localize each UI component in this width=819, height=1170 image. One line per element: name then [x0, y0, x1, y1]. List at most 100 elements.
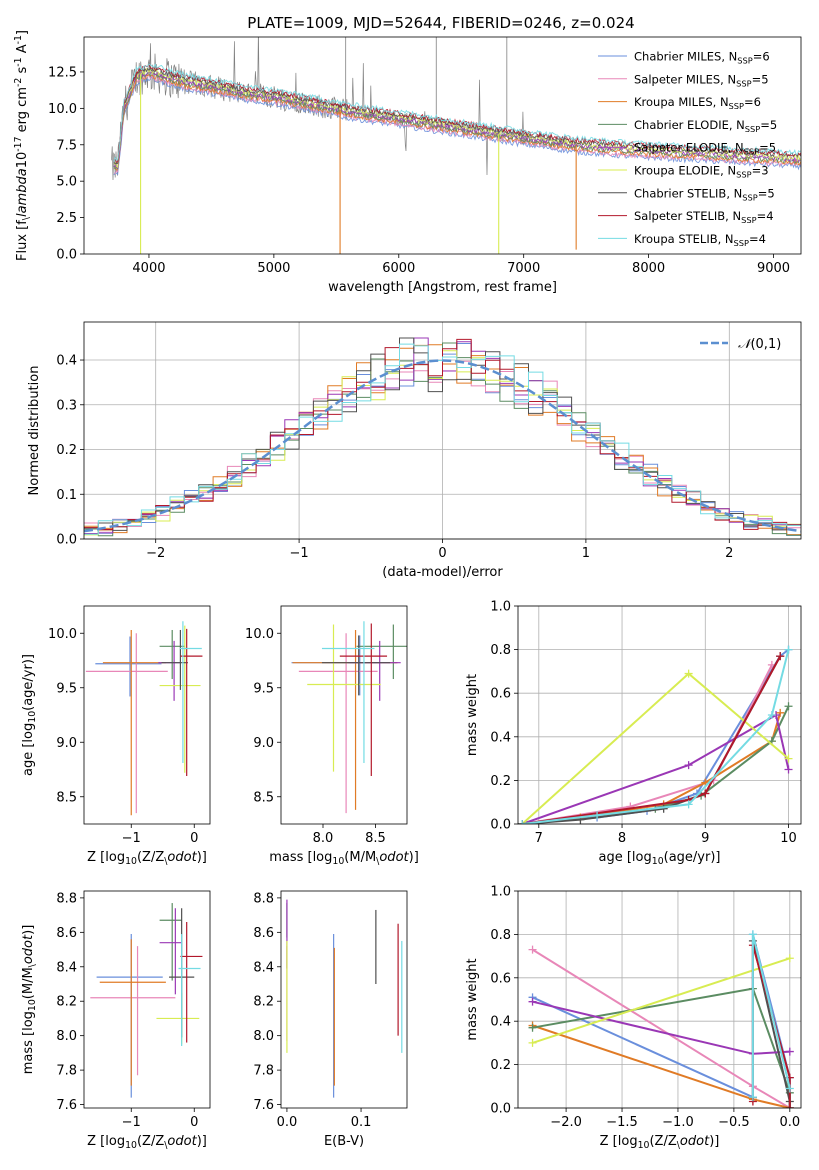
y-tick-label: 7.6	[253, 1098, 274, 1113]
x-axis-label: E(B-V)	[324, 1134, 364, 1149]
y-tick-label: 7.6	[56, 1098, 77, 1113]
weight-marker	[785, 1047, 794, 1056]
legend-label-3: Chabrier ELODIE, NSSP​=5	[634, 118, 777, 134]
model-spectrum-2	[113, 73, 801, 172]
weight-line-4	[532, 1000, 790, 1055]
legend-label-8: Kroupa STELIB, NSSP​=4	[634, 232, 766, 248]
weight-marker	[776, 708, 785, 717]
y-tick-label: 5.0	[56, 175, 77, 190]
x-tick-label: −1	[122, 1115, 141, 1130]
y-tick-label: 2.5	[56, 211, 77, 226]
y-tick-label: 0.8	[490, 643, 511, 658]
weight-marker	[784, 754, 793, 763]
x-tick-label: −1.0	[662, 1115, 694, 1130]
y-tick-label: 0.2	[490, 774, 511, 789]
weight-line-4	[521, 713, 790, 824]
weight-line-5	[532, 957, 791, 1044]
y-tick-label: 0.6	[490, 971, 511, 986]
x-tick-label: 2	[725, 546, 733, 561]
y-tick-label: 8.2	[56, 995, 77, 1010]
axes-frame	[83, 321, 802, 540]
plot-area	[85, 621, 203, 816]
y-tick-label: 0.4	[490, 730, 511, 745]
axes-frame	[517, 605, 802, 825]
weight-marker	[785, 1104, 794, 1108]
x-axis-label: Z [log10​(Z/Z\​odot)]	[87, 1134, 207, 1151]
x-tick-label: 10	[780, 831, 797, 846]
weight-line-8	[751, 934, 791, 1098]
model-spectrum-8	[113, 63, 801, 162]
x-tick-label: −0.5	[718, 1115, 750, 1130]
legend-label-5: Kroupa ELODIE, NSSP​=3	[634, 164, 769, 180]
axes-frame	[280, 605, 408, 825]
histogram-8	[84, 343, 801, 535]
axes-frame	[517, 890, 802, 1109]
weight-line-5	[521, 672, 790, 824]
axes-frame	[83, 605, 211, 825]
x-tick-label: 9000	[757, 261, 790, 276]
legend-normal-label: 𝒩(0,1)	[738, 337, 781, 352]
axes-frame	[83, 36, 802, 255]
axes-frame	[280, 890, 408, 1109]
x-tick-label: 0.0	[277, 1115, 298, 1130]
x-tick-label: −1	[122, 831, 141, 846]
y-tick-label: 8.5	[253, 790, 274, 805]
plot-area	[518, 645, 793, 824]
y-axis-label: mass weight	[465, 674, 480, 756]
y-tick-label: 0.4	[490, 1015, 511, 1030]
weight-marker	[776, 652, 785, 661]
x-axis-label: Z [log10​(Z/Z\​odot)]	[600, 1134, 720, 1151]
weight-marker	[659, 804, 668, 813]
y-tick-label: 0.2	[56, 443, 77, 458]
plot-area	[286, 899, 403, 1098]
x-tick-label: 7000	[507, 261, 540, 276]
weight-marker	[784, 702, 793, 711]
x-tick-label: 8.0	[313, 831, 334, 846]
y-tick-label: 0.8	[490, 928, 511, 943]
plot-area	[528, 930, 794, 1108]
y-tick-label: 8.2	[253, 995, 274, 1010]
weight-line-6	[522, 655, 782, 824]
x-axis-label: age [log10​(age/yr)]	[599, 850, 721, 867]
legend-label-4: Salpeter ELODIE, NSSP​=5	[634, 141, 776, 157]
x-tick-label: 8.5	[365, 831, 386, 846]
y-axis-label: age [log10​(age/yr)]	[21, 654, 38, 776]
y-tick-label: 1.0	[490, 885, 511, 900]
normal-curve	[84, 359, 801, 533]
weight-marker	[518, 820, 527, 824]
y-tick-label: 0.6	[490, 687, 511, 702]
legend-label-0: Chabrier MILES, NSSP​=6	[634, 50, 770, 66]
weight-marker	[748, 1093, 757, 1102]
x-tick-label: 0	[190, 831, 198, 846]
weight-marker	[528, 1038, 537, 1047]
y-tick-label: 9.0	[56, 736, 77, 751]
y-axis-label: Normed distribution	[27, 366, 42, 496]
plot-area	[291, 621, 407, 814]
weight-line-1	[522, 664, 773, 824]
x-tick-label: 0.0	[779, 1115, 800, 1130]
model-spectrum-6	[113, 67, 801, 165]
weight-line-3	[532, 987, 791, 1108]
y-tick-label: 8.4	[56, 960, 77, 975]
x-tick-label: 4000	[132, 261, 165, 276]
weight-line-1	[531, 948, 791, 1108]
weight-marker	[748, 930, 757, 939]
x-tick-label: −2.0	[550, 1115, 582, 1130]
y-tick-label: 10.0	[245, 627, 274, 642]
weight-marker	[593, 811, 602, 820]
weight-line-2	[522, 712, 782, 824]
y-tick-label: 8.6	[253, 926, 274, 941]
y-tick-label: 0.4	[56, 354, 77, 369]
weight-marker	[701, 789, 710, 798]
x-axis-label: wavelength [Angstrom, rest frame]	[328, 280, 557, 295]
y-tick-label: 10.0	[48, 102, 77, 117]
model-spectrum-0	[113, 76, 801, 176]
weight-marker	[528, 1023, 537, 1032]
plot-area	[111, 37, 801, 254]
weight-marker	[528, 945, 537, 954]
plot-area	[90, 903, 203, 1098]
x-axis-label: mass [log10​(M/M\​odot)]	[269, 850, 419, 867]
y-tick-label: 7.5	[56, 138, 77, 153]
y-tick-label: 8.0	[56, 1029, 77, 1044]
